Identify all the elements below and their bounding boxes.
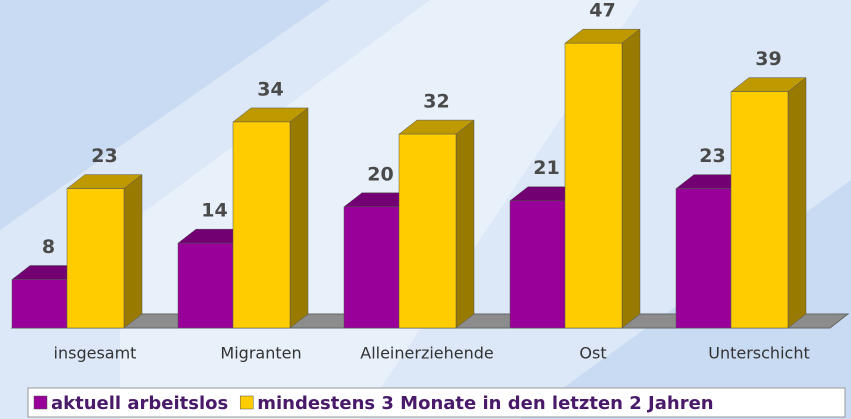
value-label: 14 — [201, 200, 227, 222]
bar-side — [123, 174, 143, 329]
value-label: 47 — [589, 0, 615, 22]
value-label: 32 — [423, 91, 449, 113]
value-label: 8 — [42, 236, 55, 258]
bar — [11, 279, 68, 329]
bar — [564, 42, 623, 329]
legend-swatch — [33, 395, 48, 410]
bar — [66, 188, 125, 329]
x-tick-label: Ost — [579, 344, 606, 363]
legend-label: aktuell arbeitslos — [51, 393, 228, 414]
bar — [232, 121, 291, 329]
legend-box — [27, 387, 846, 418]
legend-label: mindestens 3 Monate in den letzten 2 Jah… — [257, 393, 713, 414]
bar-side — [787, 77, 807, 329]
bar — [730, 91, 789, 329]
value-label: 20 — [367, 163, 393, 185]
value-label: 21 — [533, 157, 559, 179]
bar-side — [621, 28, 641, 329]
x-tick-label: Unterschicht — [708, 344, 809, 363]
bar — [398, 133, 457, 329]
bar — [675, 188, 732, 329]
bar — [177, 242, 234, 329]
value-label: 39 — [755, 48, 781, 70]
x-tick-label: Alleinerziehende — [360, 344, 494, 363]
value-label: 34 — [257, 78, 283, 100]
bar-side — [289, 107, 309, 329]
bar — [509, 200, 566, 329]
value-label: 23 — [699, 145, 725, 167]
bar — [343, 206, 400, 329]
x-tick-label: insgesamt — [54, 344, 137, 363]
bar-side — [455, 119, 475, 329]
value-label: 23 — [91, 145, 117, 167]
legend-swatch — [239, 395, 254, 410]
x-tick-label: Migranten — [220, 344, 301, 363]
